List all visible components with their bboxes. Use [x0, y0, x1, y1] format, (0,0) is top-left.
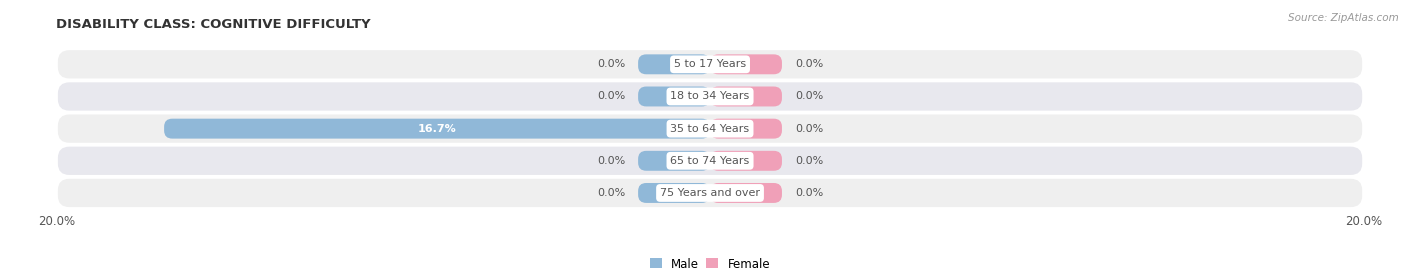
- FancyBboxPatch shape: [58, 82, 1362, 111]
- Text: 18 to 34 Years: 18 to 34 Years: [671, 91, 749, 102]
- FancyBboxPatch shape: [638, 151, 710, 171]
- Text: 65 to 74 Years: 65 to 74 Years: [671, 156, 749, 166]
- FancyBboxPatch shape: [638, 54, 710, 74]
- FancyBboxPatch shape: [710, 183, 782, 203]
- FancyBboxPatch shape: [710, 54, 782, 74]
- FancyBboxPatch shape: [638, 183, 710, 203]
- Text: 5 to 17 Years: 5 to 17 Years: [673, 59, 747, 69]
- FancyBboxPatch shape: [58, 179, 1362, 207]
- Text: 0.0%: 0.0%: [794, 156, 824, 166]
- FancyBboxPatch shape: [58, 50, 1362, 79]
- Text: Source: ZipAtlas.com: Source: ZipAtlas.com: [1288, 13, 1399, 23]
- Text: 0.0%: 0.0%: [794, 91, 824, 102]
- Legend: Male, Female: Male, Female: [645, 253, 775, 268]
- Text: 0.0%: 0.0%: [596, 188, 626, 198]
- FancyBboxPatch shape: [710, 87, 782, 106]
- Text: 0.0%: 0.0%: [596, 91, 626, 102]
- Text: 0.0%: 0.0%: [596, 59, 626, 69]
- FancyBboxPatch shape: [638, 87, 710, 106]
- Text: 0.0%: 0.0%: [794, 124, 824, 134]
- FancyBboxPatch shape: [58, 114, 1362, 143]
- Text: 0.0%: 0.0%: [794, 59, 824, 69]
- FancyBboxPatch shape: [710, 119, 782, 139]
- Text: 75 Years and over: 75 Years and over: [659, 188, 761, 198]
- FancyBboxPatch shape: [58, 147, 1362, 175]
- Text: 0.0%: 0.0%: [596, 156, 626, 166]
- Text: 0.0%: 0.0%: [794, 188, 824, 198]
- Text: 16.7%: 16.7%: [418, 124, 457, 134]
- FancyBboxPatch shape: [165, 119, 710, 139]
- Text: 35 to 64 Years: 35 to 64 Years: [671, 124, 749, 134]
- FancyBboxPatch shape: [710, 151, 782, 171]
- Text: DISABILITY CLASS: COGNITIVE DIFFICULTY: DISABILITY CLASS: COGNITIVE DIFFICULTY: [56, 17, 371, 31]
